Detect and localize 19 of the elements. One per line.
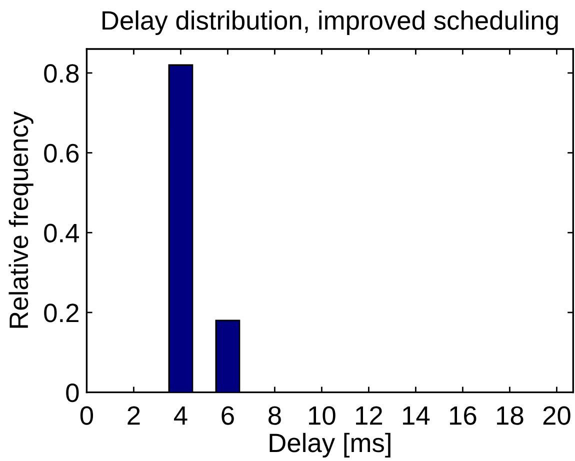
x-tick-label: 16 xyxy=(450,406,476,425)
y-tick-label: 0 xyxy=(66,383,79,402)
x-tick-label: 12 xyxy=(356,406,382,425)
y-tick-label: 0.2 xyxy=(44,304,78,322)
x-tick-label: 4 xyxy=(174,406,188,425)
y-tick-label: 0.8 xyxy=(44,64,79,83)
x-tick-label: 6 xyxy=(222,406,234,425)
x-axis-title: Delay [ms] xyxy=(270,432,390,458)
chart-title: Delay distribution, improved scheduling xyxy=(102,10,558,36)
y-tick-label: 0.4 xyxy=(44,224,79,242)
x-tick-label: 20 xyxy=(543,406,570,425)
y-axis-title: Relative frequency xyxy=(8,111,34,328)
x-tick-label: 0 xyxy=(80,406,94,425)
x-tick-label: 10 xyxy=(309,406,336,425)
x-tick-label: 14 xyxy=(403,406,430,425)
x-tick-label: 18 xyxy=(497,406,524,425)
x-tick-label: 2 xyxy=(128,406,140,425)
y-tick-label: 0.6 xyxy=(44,144,79,163)
x-tick-label: 8 xyxy=(268,406,281,425)
